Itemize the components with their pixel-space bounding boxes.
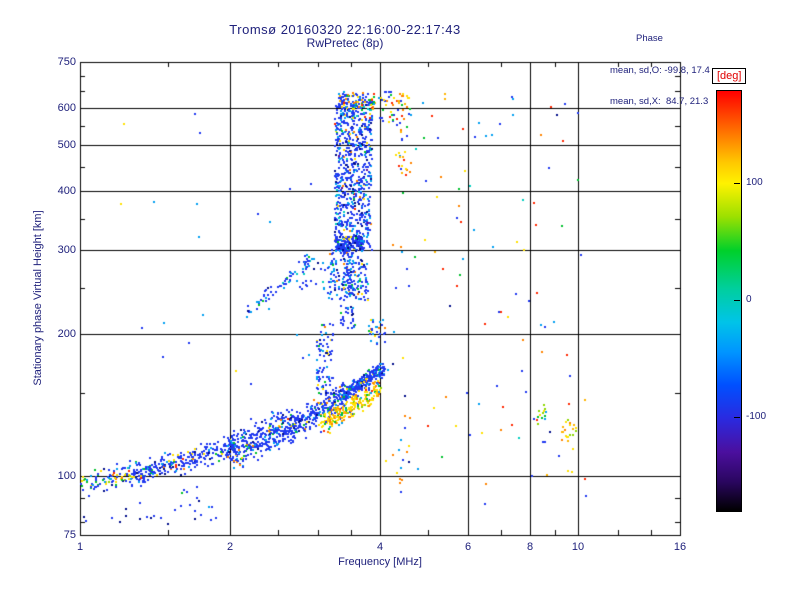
colorbar-tick-label: 100 [746,177,763,188]
y-tick-label: 400 [57,185,76,197]
colorbar-unit-label: [deg] [717,70,742,82]
phase-stats-title: Phase [636,33,663,44]
y-tick-label: 600 [57,102,76,114]
x-axis-label: Frequency [MHz] [338,556,422,568]
colorbar-tick-mark [734,417,740,418]
colorbar-tick-mark [734,183,740,184]
phase-stats-o-mode: mean, sd,O: -99.8, 17.4 [610,64,710,76]
x-tick-label: 8 [526,541,534,553]
colorbar-tick-mark [734,300,740,301]
y-tick-label: 750 [57,56,76,68]
colorbar-tick-label: 0 [746,294,752,305]
page-title: Tromsø 20160320 22:16:00-22:17:43 [229,22,461,37]
colorbar-tick-label: -100 [746,411,767,422]
y-tick-label: 75 [63,529,76,541]
y-tick-label: 500 [57,139,76,151]
x-tick-label: 4 [376,541,384,553]
x-tick-label: 1 [76,541,84,553]
x-tick-label: 16 [673,541,687,553]
colorbar-unit-box: [deg] [712,68,747,84]
y-axis-label: Stationary phase Virtual Height [km] [32,210,44,386]
y-tick-label: 300 [57,244,76,256]
x-tick-label: 10 [571,541,585,553]
phase-stats-x-mode: mean, sd,X: 84.7, 21.3 [610,96,709,107]
colorbar [716,90,742,512]
y-tick-label: 100 [57,470,76,482]
y-tick-label: 200 [57,328,76,340]
phase-stats: Phase mean, sd,O: -99.8, 17.4 mean, sd,X… [610,13,710,129]
x-tick-label: 2 [226,541,234,553]
x-tick-label: 6 [464,541,472,553]
page-subtitle: RwPretec (8p) [306,36,384,50]
